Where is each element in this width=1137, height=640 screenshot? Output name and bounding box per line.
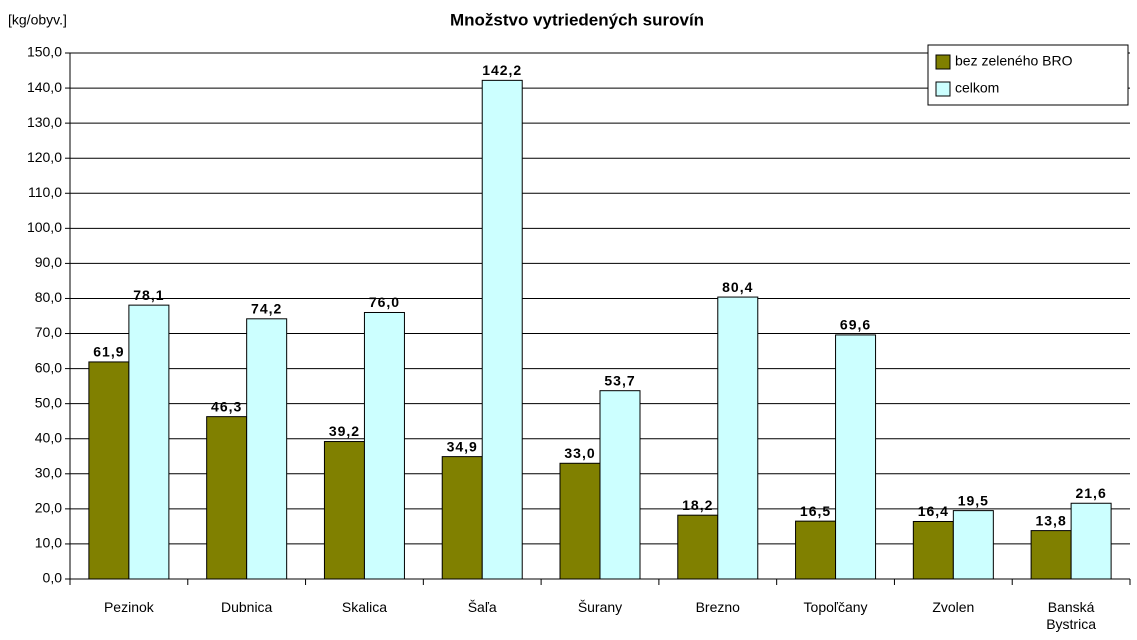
bar — [677, 514, 719, 580]
y-tick-label: 90,0 — [35, 254, 62, 270]
y-tick-label: 120,0 — [27, 149, 62, 165]
legend-label: celkom — [955, 80, 999, 96]
bar — [481, 79, 523, 580]
data-label: 78,1 — [133, 287, 164, 303]
x-tick-label: Dubnica — [220, 599, 273, 615]
bar — [912, 520, 954, 580]
data-label: 142,2 — [482, 62, 522, 78]
y-tick-label: 50,0 — [35, 394, 62, 410]
data-label: 69,6 — [840, 317, 871, 333]
bar — [206, 416, 248, 580]
x-tick-label: Pezinok — [103, 599, 154, 615]
data-label: 39,2 — [329, 423, 360, 439]
bar — [717, 296, 759, 580]
data-label: 61,9 — [93, 344, 124, 360]
bar — [559, 462, 601, 580]
y-tick-label: 0,0 — [43, 570, 63, 586]
data-label: 21,6 — [1075, 485, 1106, 501]
y-tick-label: 140,0 — [27, 79, 62, 95]
x-tick-label: Banská Bystrica — [1046, 599, 1096, 632]
x-tick-label: Zvolen — [932, 599, 975, 615]
data-label: 18,2 — [682, 497, 713, 513]
bar — [599, 390, 641, 580]
bar — [835, 334, 877, 580]
data-label: 80,4 — [722, 279, 753, 295]
bar — [363, 311, 405, 580]
bar — [952, 510, 994, 580]
y-tick-label: 40,0 — [35, 429, 62, 445]
data-label: 46,3 — [211, 398, 242, 414]
bar — [128, 304, 170, 580]
data-label: 13,8 — [1035, 512, 1066, 528]
y-tick-label: 80,0 — [35, 289, 62, 305]
bar — [1070, 502, 1112, 580]
data-label: 76,0 — [369, 294, 400, 310]
x-tick-label: Šurany — [577, 599, 623, 615]
y-tick-label: 110,0 — [28, 184, 62, 200]
bar — [246, 318, 288, 580]
y-tick-label: 100,0 — [27, 219, 62, 235]
bar — [88, 361, 130, 580]
y-axis-label: [kg/obyv.] — [8, 12, 67, 28]
y-tick-label: 20,0 — [35, 500, 62, 516]
legend-swatch — [935, 81, 951, 97]
x-tick-label: Skalica — [341, 599, 387, 615]
chart-title: Množstvo vytriedených surovín — [450, 10, 704, 29]
bar — [795, 520, 837, 580]
y-tick-label: 70,0 — [35, 324, 62, 340]
data-label: 53,7 — [604, 372, 635, 388]
bar — [441, 456, 483, 580]
data-label: 33,0 — [564, 445, 595, 461]
legend-swatch — [935, 54, 951, 70]
x-tick-label: Topoľčany — [803, 599, 868, 615]
data-label: 19,5 — [958, 492, 989, 508]
data-label: 16,5 — [800, 503, 831, 519]
legend-box — [927, 44, 1129, 106]
x-tick-label: Šaľa — [467, 599, 497, 615]
bar — [323, 441, 365, 580]
y-tick-label: 130,0 — [27, 114, 62, 130]
x-tick-label: Brezno — [695, 599, 740, 615]
data-label: 34,9 — [447, 438, 478, 454]
y-tick-label: 10,0 — [35, 535, 62, 551]
y-tick-label: 150,0 — [27, 44, 62, 60]
y-tick-label: 30,0 — [35, 465, 62, 481]
data-label: 74,2 — [251, 301, 282, 317]
y-tick-label: 60,0 — [35, 359, 62, 375]
bar — [1030, 530, 1072, 580]
data-label: 16,4 — [918, 503, 949, 519]
legend-label: bez zeleného BRO — [955, 53, 1073, 69]
